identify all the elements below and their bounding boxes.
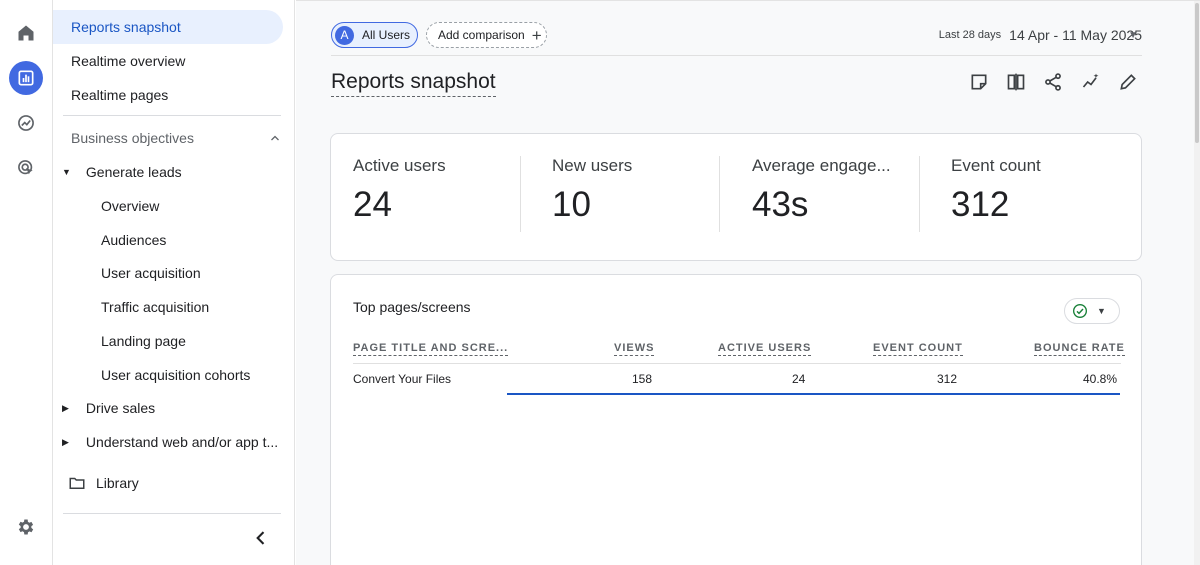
column-header-active-users[interactable]: ACTIVE USERS (718, 342, 812, 356)
metric-event-count[interactable]: Event count 312 (951, 156, 1131, 225)
main-content: A All Users Add comparison + Last 28 day… (296, 0, 1200, 565)
metrics-card: Active users 24 New users 10 Average eng… (330, 133, 1142, 261)
nav-reports-snapshot-label: Reports snapshot (71, 19, 181, 35)
icon-rail (0, 0, 53, 565)
card-title: Top pages/screens (353, 299, 471, 315)
home-icon[interactable] (9, 16, 43, 50)
metric-divider (919, 156, 920, 232)
collapse-nav-button[interactable] (251, 528, 271, 548)
annotation-icon[interactable] (967, 70, 991, 94)
nav-traffic-acquisition-label: Traffic acquisition (101, 299, 210, 315)
nav-overview[interactable]: Overview (101, 189, 159, 223)
date-range-label: Last 28 days (938, 29, 1002, 41)
nav-business-objectives[interactable]: Business objectives (71, 121, 281, 155)
column-header-views[interactable]: VIEWS (614, 342, 655, 356)
nav-reports-snapshot[interactable]: Reports snapshot (53, 10, 283, 44)
nav-understand-web-app-label: Understand web and/or app t... (85, 434, 279, 450)
nav-realtime-overview-label: Realtime overview (71, 53, 186, 69)
cell-active-users: 24 (792, 372, 806, 386)
nav-user-acquisition[interactable]: User acquisition (101, 256, 201, 290)
metric-label: Average engage... (752, 156, 891, 175)
metric-divider (719, 156, 720, 232)
caret-right-icon: ▶ (62, 402, 69, 413)
add-comparison-label: Add comparison (438, 28, 525, 42)
nav-drive-sales-label: Drive sales (85, 400, 156, 416)
date-range-value: 14 Apr - 11 May 2025 (1009, 27, 1142, 43)
edit-icon[interactable] (1116, 70, 1140, 94)
row-highlight-line (507, 393, 1120, 395)
cell-bounce-rate: 40.8% (1083, 372, 1118, 386)
nav-business-objectives-label: Business objectives (71, 130, 194, 146)
nav-user-acquisition-cohorts[interactable]: User acquisition cohorts (101, 358, 250, 392)
nav-landing-page[interactable]: Landing page (101, 324, 186, 358)
nav-landing-page-label: Landing page (101, 333, 186, 349)
header-divider (331, 55, 1142, 56)
caret-down-icon: ▼ (1097, 306, 1106, 316)
nav-realtime-pages[interactable]: Realtime pages (71, 78, 168, 112)
chevron-left-icon (256, 531, 265, 545)
cell-event-count: 312 (937, 372, 958, 386)
nav-divider (63, 115, 281, 116)
all-users-label: All Users (362, 28, 411, 42)
nav-drive-sales[interactable]: ▶ Drive sales (62, 391, 155, 425)
metric-active-users[interactable]: Active users 24 (353, 156, 533, 225)
page-scrollbar[interactable] (1194, 1, 1200, 565)
top-pages-card: Top pages/screens ▼ PAGE TITLE AND SCRE.… (330, 274, 1142, 565)
column-header-event-count[interactable]: EVENT COUNT (873, 342, 963, 356)
nav-library[interactable]: Library (68, 466, 139, 500)
metric-label: Active users (353, 156, 446, 175)
column-header-page-title[interactable]: PAGE TITLE AND SCRE... (353, 342, 509, 356)
caret-down-icon[interactable]: ▼ (1128, 30, 1138, 41)
all-users-chip[interactable]: A All Users (331, 22, 418, 48)
caret-down-icon: ▼ (62, 167, 71, 177)
nav-understand-web-app[interactable]: ▶ Understand web and/or app t... (62, 425, 278, 459)
folder-icon (69, 477, 85, 489)
nav-generate-leads-label: Generate leads (85, 164, 182, 180)
metric-value: 10 (552, 185, 591, 224)
metric-label: Event count (951, 156, 1041, 175)
metric-label: New users (552, 156, 633, 175)
settings-icon[interactable] (9, 510, 43, 544)
caret-right-icon: ▶ (62, 436, 69, 447)
nav-user-acquisition-cohorts-label: User acquisition cohorts (101, 367, 251, 383)
chevron-up-icon (271, 135, 279, 141)
metric-new-users[interactable]: New users 10 (552, 156, 732, 225)
cell-views: 158 (632, 372, 653, 386)
metric-divider (520, 156, 521, 232)
cell-page-title: Convert Your Files (353, 372, 452, 386)
audience-avatar: A (335, 25, 354, 45)
reports-nav: Reports snapshot Realtime overview Realt… (53, 0, 295, 565)
metric-value: 312 (951, 185, 1010, 224)
scrollbar-thumb[interactable] (1195, 3, 1199, 143)
metric-average-engagement[interactable]: Average engage... 43s (752, 156, 932, 225)
reports-icon[interactable] (9, 61, 43, 95)
nav-generate-leads[interactable]: ▼ Generate leads (62, 155, 182, 189)
comparison-status-dropdown[interactable]: ▼ (1064, 298, 1120, 324)
nav-divider (63, 513, 281, 514)
nav-overview-label: Overview (101, 198, 160, 214)
nav-library-label: Library (96, 475, 139, 491)
metric-value: 24 (353, 185, 392, 224)
compare-icon[interactable] (1004, 70, 1028, 94)
nav-audiences[interactable]: Audiences (101, 223, 166, 257)
column-header-bounce-rate[interactable]: BOUNCE RATE (1034, 342, 1125, 356)
nav-traffic-acquisition[interactable]: Traffic acquisition (101, 290, 209, 324)
nav-user-acquisition-label: User acquisition (101, 265, 201, 281)
check-circle-icon (1073, 304, 1087, 318)
add-comparison-button[interactable]: Add comparison + (426, 22, 547, 48)
table-header-rule (353, 363, 1121, 364)
nav-realtime-overview[interactable]: Realtime overview (71, 44, 185, 78)
page-title[interactable]: Reports snapshot (331, 69, 496, 97)
nav-realtime-pages-label: Realtime pages (71, 87, 169, 103)
insights-icon[interactable] (1079, 70, 1103, 94)
date-range-picker[interactable]: Last 28 days 14 Apr - 11 May 2025 (939, 27, 1142, 43)
advertising-icon[interactable] (9, 151, 43, 185)
explore-icon[interactable] (9, 106, 43, 140)
nav-audiences-label: Audiences (101, 232, 167, 248)
share-icon[interactable] (1041, 70, 1065, 94)
plus-icon: + (531, 25, 542, 45)
metric-value: 43s (752, 185, 809, 224)
